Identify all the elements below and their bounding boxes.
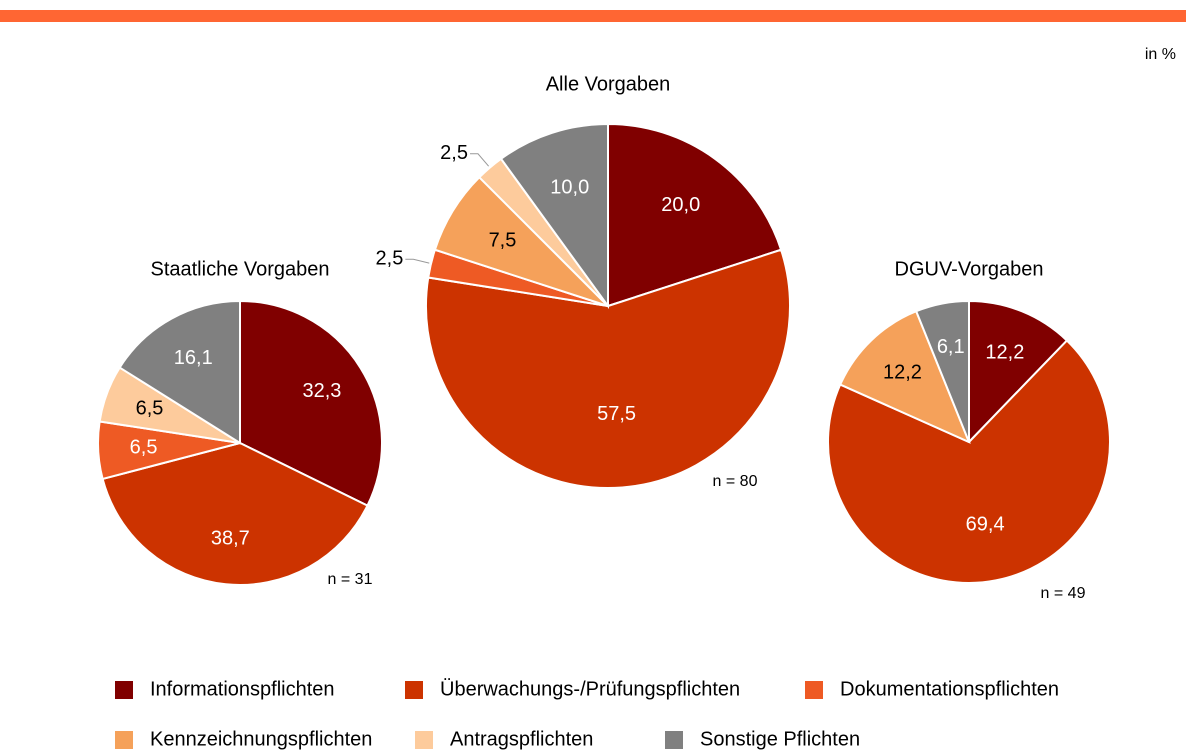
- legend-swatch: [115, 681, 133, 699]
- header-bar: [0, 10, 1186, 22]
- pie-slice: [499, 122, 609, 310]
- pie-title: Alle Vorgaben: [546, 73, 671, 95]
- pie-slice: [968, 299, 1069, 445]
- legend-label: Kennzeichnungspflichten: [150, 728, 372, 750]
- pie-slice: [827, 339, 1111, 584]
- pie-slice: [425, 248, 791, 489]
- legend-swatch: [415, 731, 433, 749]
- legend-label: Sonstige Pflichten: [700, 728, 860, 750]
- sample-size: n = 80: [713, 473, 758, 490]
- pie-title: Staatliche Vorgaben: [150, 258, 329, 280]
- pie-title: DGUV-Vorgaben: [895, 258, 1044, 280]
- pie-slice: [118, 299, 241, 445]
- value-label: 16,1: [174, 347, 213, 369]
- legend-label: Informationspflichten: [150, 678, 335, 700]
- value-label: 57,5: [597, 403, 636, 425]
- value-label: 38,7: [211, 527, 250, 549]
- legend-swatch: [665, 731, 683, 749]
- value-label: 69,4: [966, 513, 1005, 535]
- legend-swatch: [805, 681, 823, 699]
- value-label: 6,5: [136, 398, 164, 420]
- leader-line: [405, 258, 430, 264]
- value-label: 2,5: [376, 248, 404, 270]
- sample-size: n = 49: [1041, 585, 1086, 602]
- value-label: 32,3: [302, 380, 341, 402]
- value-label: 12,2: [985, 341, 1024, 363]
- value-label: 10,0: [550, 177, 589, 199]
- legend-label: Überwachungs-/Prüfungspflichten: [440, 678, 740, 700]
- legend-swatch: [405, 681, 423, 699]
- pie-slice: [239, 299, 383, 507]
- value-label: 7,5: [489, 230, 517, 252]
- legend-label: Dokumentationspflichten: [840, 678, 1059, 700]
- pie-slice: [914, 299, 970, 443]
- pie-slice: [101, 441, 369, 586]
- value-label: 2,5: [440, 142, 468, 164]
- legend-label: Antragspflichten: [450, 728, 593, 750]
- legend-swatch: [115, 731, 133, 749]
- value-label: 12,2: [883, 361, 922, 383]
- value-label: 6,1: [937, 336, 965, 358]
- value-label: 20,0: [661, 194, 700, 216]
- pie-slice: [607, 122, 783, 308]
- pie-slice: [838, 309, 971, 444]
- unit-label: in %: [1145, 46, 1176, 63]
- value-label: 6,5: [130, 436, 158, 458]
- leader-line: [469, 153, 489, 167]
- sample-size: n = 31: [328, 571, 373, 588]
